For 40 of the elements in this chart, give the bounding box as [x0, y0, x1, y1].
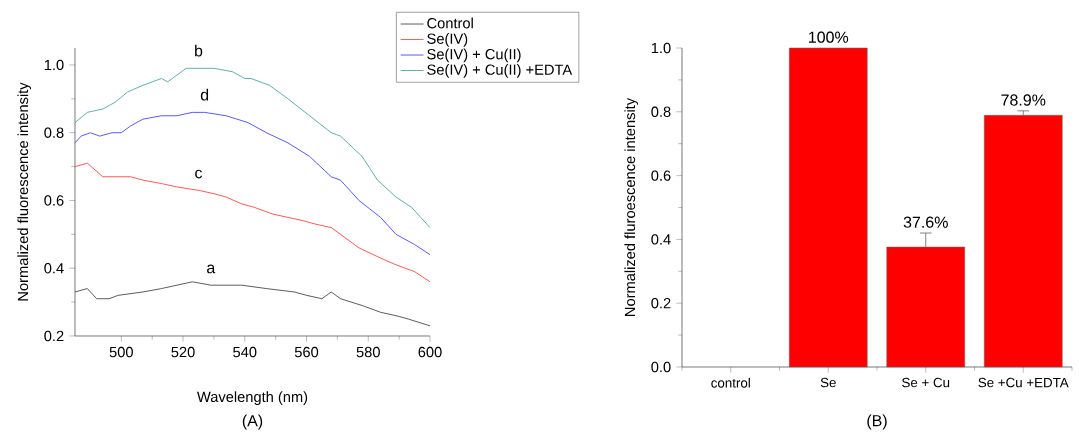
- x-tick-label: 560: [294, 346, 319, 358]
- legend-label: Control: [427, 17, 473, 29]
- legend-label: Se(IV) + Cu(II) +EDTA: [427, 64, 573, 78]
- x-tick-label: Se +Cu +EDTA: [978, 377, 1069, 388]
- x-tick-label: 540: [233, 346, 257, 358]
- text: (B): [867, 414, 887, 430]
- x-tick-label: Se + Cu: [902, 377, 950, 388]
- y-tick-label: 0.2: [651, 298, 671, 309]
- x-tick-label: 500: [109, 346, 133, 358]
- y-tick-label: 1.0: [44, 59, 64, 71]
- x-tick-label: 580: [356, 346, 380, 358]
- x-tick-label: 600: [418, 346, 442, 358]
- y-tick-label: 0.6: [44, 195, 64, 206]
- y-axis-title: Normalized fluroescence intensity: [624, 97, 639, 316]
- y-tick-label: 0.6: [651, 170, 671, 181]
- annotation: b: [195, 44, 203, 57]
- x-axis-title: Wavelength (nm): [197, 391, 308, 405]
- line-series: [74, 111, 431, 256]
- y-tick-label: 0.8: [651, 106, 671, 117]
- annotation: a: [207, 264, 216, 274]
- legend-label: Se(IV) + Cu(II): [427, 48, 521, 63]
- annotation: d: [200, 88, 209, 101]
- data-label: 37.6%: [903, 216, 948, 228]
- annotation: c: [195, 169, 203, 179]
- y-tick-label: 0.8: [44, 127, 64, 138]
- line-series: [74, 281, 431, 327]
- y-tick-label: 0.0: [651, 361, 671, 373]
- x-tick-label: control: [711, 377, 750, 388]
- x-tick-label: 520: [171, 346, 195, 358]
- data-label: 100%: [809, 31, 849, 43]
- bar: [788, 47, 868, 368]
- y-tick-label: 1.0: [651, 42, 671, 54]
- legend-label: Se(IV): [427, 33, 468, 47]
- y-axis-title: Normalized fluorescence intensity: [17, 82, 32, 301]
- y-tick-label: 0.4: [651, 234, 671, 245]
- y-tick-label: 0.2: [44, 330, 64, 342]
- data-label: 78.9%: [1001, 94, 1046, 106]
- y-tick-label: 0.4: [44, 263, 64, 274]
- text: (A): [242, 414, 263, 430]
- x-tick-label: Se: [820, 377, 836, 388]
